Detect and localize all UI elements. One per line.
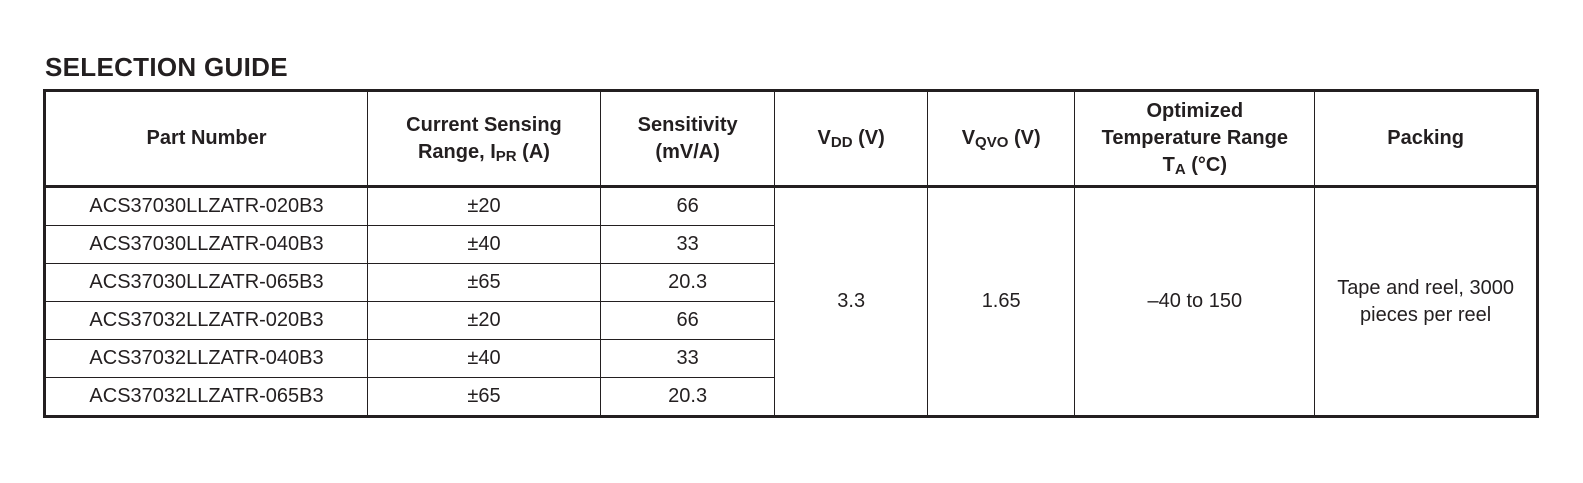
part-number-cell: ACS37032LLZATR-040B3 — [43, 339, 369, 378]
header-vqvo: VQVO (V) — [926, 90, 1076, 188]
part-number-cell: ACS37030LLZATR-040B3 — [43, 225, 369, 264]
table-row: ACS37032LLZATR-020B3 ±20 66 — [43, 301, 1538, 340]
sensitivity-cell: 66 — [599, 301, 776, 340]
range-cell: ±65 — [367, 377, 601, 417]
table-row: ACS37030LLZATR-020B3 ±20 66 3.3 1.65 –40… — [43, 186, 1538, 417]
temperature-range-cell: –40 to 150 — [1074, 186, 1316, 417]
vqvo-cell: 1.65 — [926, 186, 1076, 417]
table-row: ACS37030LLZATR-065B3 ±65 20.3 — [43, 263, 1538, 302]
selection-guide-table: Part Number Current Sensing Range, IPR (… — [43, 89, 1539, 418]
header-packing: Packing — [1314, 90, 1538, 188]
sensitivity-cell: 66 — [599, 186, 776, 226]
range-cell: ±20 — [367, 186, 601, 226]
header-vdd: VDD (V) — [774, 90, 928, 188]
header-sensitivity: Sensitivity (mV/A) — [599, 90, 776, 188]
part-number-cell: ACS37030LLZATR-065B3 — [43, 263, 369, 302]
packing-cell: Tape and reel, 3000 pieces per reel — [1314, 186, 1538, 417]
sensitivity-cell: 20.3 — [599, 263, 776, 302]
sensitivity-cell: 33 — [599, 339, 776, 378]
range-cell: ±20 — [367, 301, 601, 340]
part-number-cell: ACS37032LLZATR-065B3 — [43, 377, 369, 417]
sensitivity-cell: 33 — [599, 225, 776, 264]
table-row: ACS37030LLZATR-040B3 ±40 33 — [43, 225, 1538, 264]
table-header-row: Part Number Current Sensing Range, IPR (… — [43, 90, 1538, 188]
vdd-cell: 3.3 — [774, 186, 928, 417]
range-cell: ±40 — [367, 225, 601, 264]
header-current-sensing-range: Current Sensing Range, IPR (A) — [367, 90, 601, 188]
range-cell: ±40 — [367, 339, 601, 378]
header-temperature-range: Optimized Temperature Range TA (°C) — [1074, 90, 1316, 188]
table-row: ACS37032LLZATR-065B3 ±65 20.3 — [43, 377, 1538, 417]
table-row: ACS37032LLZATR-040B3 ±40 33 — [43, 339, 1538, 378]
part-number-cell: ACS37032LLZATR-020B3 — [43, 301, 369, 340]
range-cell: ±65 — [367, 263, 601, 302]
part-number-cell: ACS37030LLZATR-020B3 — [43, 186, 369, 226]
sensitivity-cell: 20.3 — [599, 377, 776, 417]
header-part-number: Part Number — [43, 90, 369, 188]
section-title: SELECTION GUIDE — [45, 52, 288, 82]
